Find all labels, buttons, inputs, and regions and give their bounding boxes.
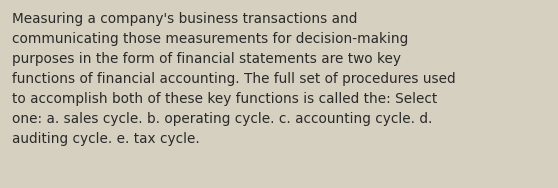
Text: one: a. sales cycle. b. operating cycle. c. accounting cycle. d.: one: a. sales cycle. b. operating cycle.… xyxy=(12,112,432,126)
Text: communicating those measurements for decision-making: communicating those measurements for dec… xyxy=(12,32,408,46)
Text: purposes in the form of financial statements are two key: purposes in the form of financial statem… xyxy=(12,52,401,66)
Text: Measuring a company's business transactions and: Measuring a company's business transacti… xyxy=(12,12,357,26)
Text: to accomplish both of these key functions is called the: Select: to accomplish both of these key function… xyxy=(12,92,437,106)
Text: auditing cycle. e. tax cycle.: auditing cycle. e. tax cycle. xyxy=(12,132,200,146)
Text: functions of financial accounting. The full set of procedures used: functions of financial accounting. The f… xyxy=(12,72,456,86)
